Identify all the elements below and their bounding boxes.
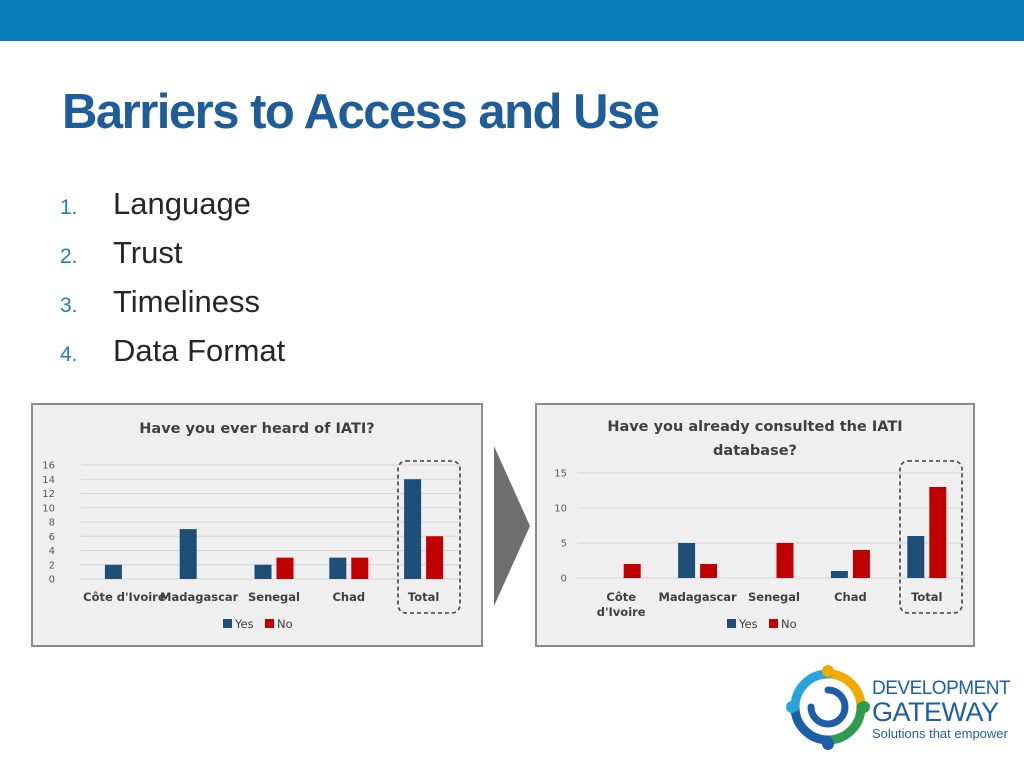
bar-yes	[907, 536, 925, 578]
y-tick-label: 14	[42, 475, 55, 486]
bar-no	[700, 564, 718, 578]
chart-svg: Have you already consulted the IATI datab…	[554, 419, 965, 631]
bar-no	[776, 543, 794, 578]
slide-title: Barriers to Access and Use	[62, 85, 660, 139]
x-category-label: Total	[911, 590, 942, 604]
heard-of-iati-chart: Have you ever heard of IATI? 0 2 4 6 8 10 12 14 1…	[31, 403, 483, 647]
logo-line-1: DEVELOPMENT	[872, 678, 1011, 699]
x-category-label: Côte d'Ivoire	[83, 590, 166, 604]
list-item: 3. Timeliness	[60, 284, 285, 333]
bar-no	[426, 536, 444, 579]
logo-tagline: Solutions that empower	[872, 726, 1008, 741]
legend-swatch-no	[769, 619, 778, 628]
x-category-label: Chad	[332, 590, 365, 604]
x-category-label: d'Ivoire	[597, 605, 646, 619]
y-tick-label: 6	[49, 532, 55, 543]
bar-yes	[830, 571, 848, 578]
bar-no	[351, 557, 369, 579]
y-tick-label: 10	[42, 503, 55, 514]
bar-yes	[404, 479, 422, 579]
list-text: Language	[113, 186, 251, 221]
development-gateway-logo-icon	[786, 665, 870, 750]
list-item: 4. Data Format	[60, 333, 285, 382]
y-tick-label: 0	[561, 574, 567, 585]
bar-no	[929, 487, 947, 578]
top-banner	[0, 0, 1024, 41]
y-tick-label: 2	[49, 560, 55, 571]
x-category-label: Chad	[834, 590, 867, 604]
legend-label: Yes	[234, 617, 254, 631]
chart-title: database?	[713, 443, 797, 459]
list-number: 4.	[60, 343, 78, 366]
chevron-right-arrow-icon	[494, 446, 530, 606]
bar-yes	[329, 557, 347, 579]
list-item: 1. Language	[60, 186, 285, 235]
legend-label: No	[781, 617, 797, 631]
list-number: 1.	[60, 196, 78, 219]
y-tick-label: 16	[42, 461, 55, 472]
bar-no	[623, 564, 641, 578]
x-category-label: Senegal	[748, 590, 800, 604]
list-number: 3.	[60, 294, 78, 317]
list-item: 2. Trust	[60, 235, 285, 284]
bar-yes	[104, 564, 122, 579]
y-tick-label: 15	[554, 469, 567, 480]
y-tick-label: 5	[561, 539, 567, 550]
chart-svg: Have you ever heard of IATI? 0 2 4 6 8 10 12 14 1…	[42, 421, 461, 631]
bar-no	[276, 557, 294, 579]
total-highlight-box	[899, 460, 963, 614]
list-number: 2.	[60, 245, 78, 268]
y-tick-label: 0	[49, 575, 55, 586]
bar-yes	[678, 543, 696, 578]
x-category-label: Madagascar	[160, 590, 239, 604]
y-tick-label: 12	[42, 489, 55, 500]
legend-swatch-no	[265, 619, 274, 628]
development-gateway-logo: DEVELOPMENT GATEWAY Solutions that empow…	[785, 664, 1015, 754]
chart-title: Have you ever heard of IATI?	[139, 421, 374, 437]
y-tick-label: 10	[554, 504, 567, 515]
list-text: Timeliness	[113, 284, 260, 319]
chart-title: Have you already consulted the IATI	[607, 419, 902, 435]
bar-yes	[254, 564, 272, 579]
x-category-label: Madagascar	[658, 590, 737, 604]
logo-line-2: GATEWAY	[872, 697, 999, 727]
consulted-iati-chart: Have you already consulted the IATI datab…	[535, 403, 975, 647]
logo-text: DEVELOPMENT GATEWAY Solutions that empow…	[872, 678, 1011, 743]
bar-no	[852, 550, 870, 578]
legend-label: No	[277, 617, 293, 631]
legend-swatch-yes	[727, 619, 736, 628]
x-category-label: Total	[408, 590, 439, 604]
legend-swatch-yes	[223, 619, 232, 628]
bar-yes	[179, 529, 197, 579]
y-tick-label: 8	[49, 518, 55, 529]
legend-label: Yes	[738, 617, 758, 631]
total-highlight-box	[397, 460, 461, 614]
x-category-label: Senegal	[248, 590, 300, 604]
barrier-list: 1. Language 2. Trust 3. Timeliness 4. Da…	[60, 186, 285, 382]
list-text: Trust	[113, 235, 183, 270]
y-tick-label: 4	[49, 546, 55, 557]
x-category-label: Côte	[606, 590, 636, 604]
list-text: Data Format	[113, 333, 286, 368]
